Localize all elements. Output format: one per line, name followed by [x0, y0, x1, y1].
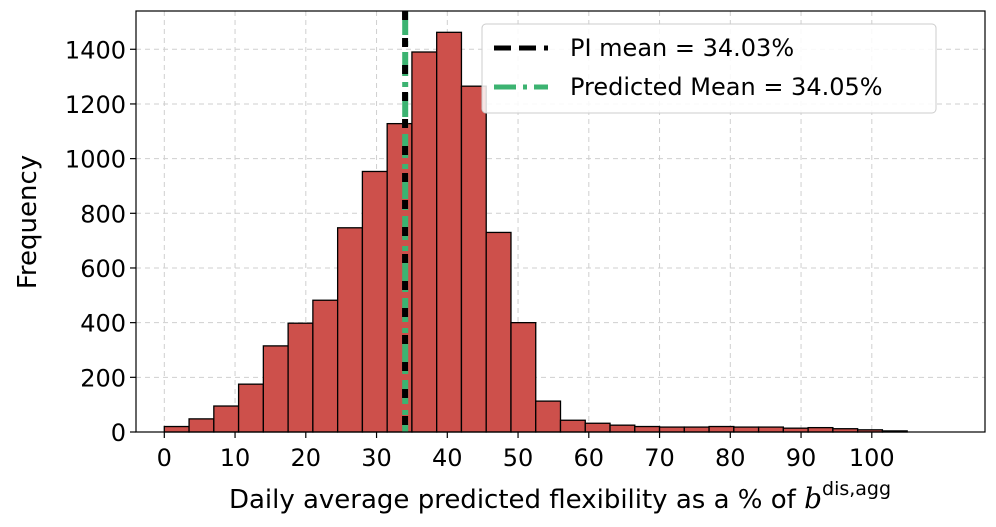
histogram-bar	[807, 426, 834, 433]
legend-label-pi-mean: PI mean = 34.03%	[570, 34, 794, 62]
y-tick-label: 200	[80, 364, 126, 392]
y-tick-label: 1400	[65, 36, 126, 64]
histogram-bar	[312, 299, 339, 433]
histogram-bar	[336, 227, 364, 433]
histogram-bar	[708, 425, 735, 433]
histogram-bar	[485, 231, 512, 433]
plot-frame	[135, 10, 986, 433]
x-tick-label: 100	[849, 444, 895, 472]
histogram-bar	[213, 405, 240, 433]
x-tick-label: 80	[715, 444, 746, 472]
x-axis-title-superscript: dis,agg	[822, 478, 891, 500]
histogram-bar	[188, 418, 215, 433]
legend-label-predicted-mean: Predicted Mean = 34.05%	[570, 73, 883, 101]
y-tick-label: 600	[80, 255, 126, 283]
histogram-bar	[634, 425, 661, 433]
histogram-bar	[535, 400, 562, 433]
histogram-bar	[287, 322, 314, 433]
x-tick-label: 0	[157, 444, 172, 472]
histogram-bar	[510, 321, 537, 433]
histogram-bar	[683, 426, 710, 433]
x-tick-label: 10	[220, 444, 251, 472]
y-tick-label: 0	[111, 419, 126, 447]
histogram-bar	[658, 426, 685, 433]
x-tick-label: 70	[644, 444, 675, 472]
histogram-bars	[163, 31, 908, 433]
y-tick-label: 1000	[65, 146, 126, 174]
histogram-bar	[757, 426, 785, 433]
x-tick-label: 60	[574, 444, 605, 472]
histogram-bar	[361, 170, 388, 433]
x-tick-label: 40	[432, 444, 463, 472]
y-axis-title: Frequency	[13, 155, 43, 289]
x-axis-title-text: Daily average predicted flexibility as a…	[229, 485, 804, 515]
x-tick-label: 90	[786, 444, 817, 472]
y-tick-label: 1200	[65, 91, 126, 119]
x-tick-label: 20	[291, 444, 322, 472]
x-tick-label: 30	[361, 444, 392, 472]
axis-ticks: 0 10 20 30 40 50 60 70 80 90 100020040060080010001…	[65, 36, 895, 472]
x-tick-label: 50	[503, 444, 534, 472]
histogram-bar	[460, 85, 487, 433]
histogram-bar	[411, 51, 438, 433]
histogram-bar	[237, 383, 264, 433]
histogram-bar	[436, 31, 463, 433]
x-axis-title-math: b	[804, 482, 822, 515]
histogram-bar	[163, 425, 190, 433]
histogram-bar	[559, 419, 586, 433]
histogram-bar	[386, 122, 413, 433]
histogram-bar	[584, 422, 611, 433]
histogram-bar	[609, 424, 636, 433]
legend: PI mean = 34.03% Predicted Mean = 34.05%	[481, 23, 937, 114]
y-tick-label: 800	[80, 200, 126, 228]
y-tick-label: 400	[80, 310, 126, 338]
histogram-bar	[733, 426, 760, 433]
legend-box	[481, 23, 937, 114]
histogram-bar	[262, 345, 289, 433]
x-axis-title: Daily average predicted flexibility as a…	[229, 478, 891, 515]
